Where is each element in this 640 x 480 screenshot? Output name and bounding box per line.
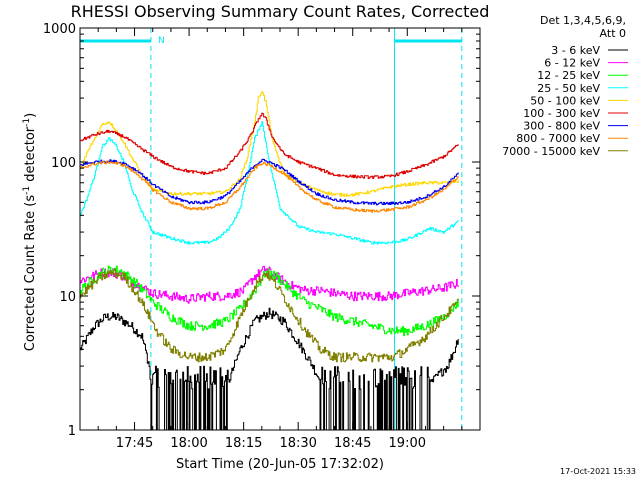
x-axis-label: Start Time (20-Jun-05 17:32:02) — [176, 457, 384, 472]
legend-header-line-1: Det 1,3,4,5,6,9, — [540, 14, 626, 27]
series-line — [80, 265, 459, 304]
series-line — [80, 307, 459, 430]
series-line — [80, 112, 459, 180]
series-line — [80, 160, 459, 213]
legend-entry-label: 800 - 7000 keV — [516, 132, 600, 145]
x-tick-label: 18:15 — [225, 436, 262, 451]
y-tick-label: 1 — [68, 424, 76, 439]
y-tick-label: 10 — [59, 290, 76, 305]
x-tick-label: 17:45 — [116, 436, 153, 451]
x-tick-label: 18:45 — [334, 436, 371, 451]
legend-entry-label: 7000 - 15000 keV — [502, 145, 600, 158]
y-tick-label: 1000 — [43, 22, 76, 37]
plot-frame — [79, 27, 481, 431]
legend-entry-label: 6 - 12 keV — [544, 57, 600, 70]
y-axis-label: Corrected Count Rate (s-1 detector-1) — [22, 113, 38, 351]
x-tick-label: 18:00 — [170, 436, 207, 451]
series-line — [80, 121, 459, 245]
x-tick-label: 19:00 — [389, 436, 426, 451]
series-line — [80, 268, 459, 363]
legend-entry-label: 3 - 6 keV — [551, 44, 600, 57]
legend-entry-label: 25 - 50 keV — [537, 82, 600, 95]
legend-header-line-2: Att 0 — [600, 27, 626, 40]
legend-entry-label: 12 - 25 keV — [537, 69, 600, 82]
chart-title: RHESSI Observing Summary Count Rates, Co… — [71, 2, 490, 21]
timestamp: 17-Oct-2021 15:33 — [560, 467, 636, 476]
axes: 1 10 100 1000 17:45 18:00 18:15 18:30 18:45 19:00 — [43, 22, 481, 451]
series-line — [80, 91, 459, 197]
series-group — [80, 91, 459, 430]
legend-entry-label: 50 - 100 keV — [530, 94, 600, 107]
x-tick-label: 18:30 — [279, 436, 316, 451]
legend-entry-label: 300 - 800 keV — [523, 120, 600, 133]
attenuator-marker: N — [158, 36, 165, 46]
y-tick-label: 100 — [51, 156, 76, 171]
legend-entry-label: 100 - 300 keV — [523, 107, 600, 120]
